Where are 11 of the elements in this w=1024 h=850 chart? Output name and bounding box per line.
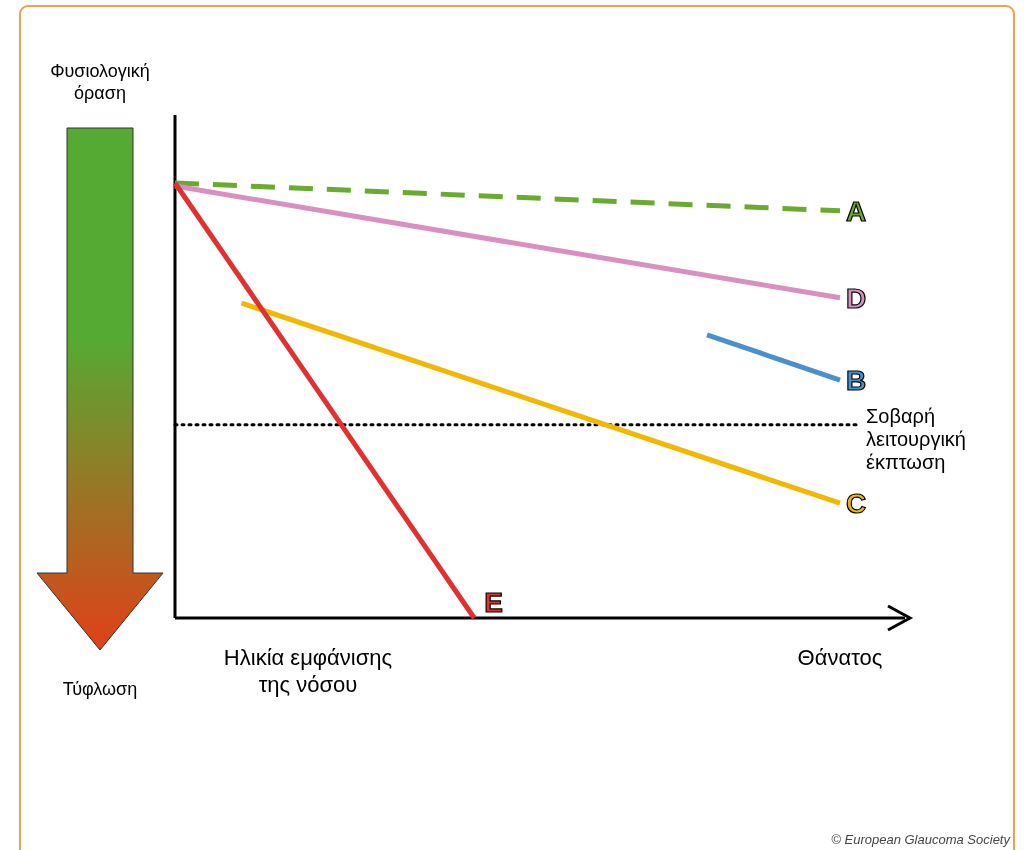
- series-label: A: [846, 195, 867, 227]
- series-label: D: [846, 282, 867, 314]
- series-label: C: [846, 488, 867, 520]
- ref-line-label: Σοβαρή λειτουργική έκπτωση: [866, 404, 966, 473]
- text: Φυσιολογική όραση: [50, 61, 150, 103]
- series-label: B: [846, 365, 867, 397]
- text: © European Glaucoma Society: [831, 832, 1012, 847]
- x-tick-label: Θάνατος: [797, 645, 883, 670]
- x-tick-label: Ηλικία εμφάνισης της νόσου: [223, 645, 393, 697]
- text: Τύφλωση: [62, 679, 138, 699]
- series-label: E: [484, 587, 503, 618]
